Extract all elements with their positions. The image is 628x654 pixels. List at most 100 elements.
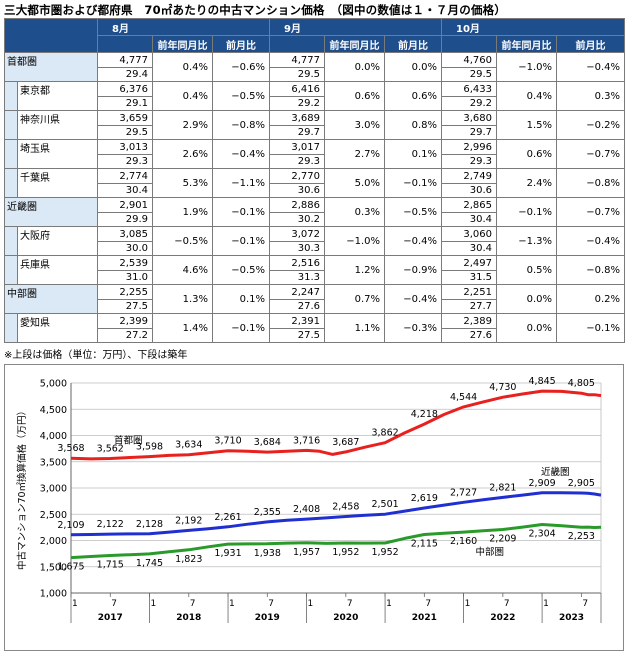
- prefecture-name: 愛知県: [17, 313, 98, 343]
- yoy-cell: 2.4%: [496, 168, 557, 198]
- y-tick-label: 2,000: [40, 536, 67, 547]
- age-cell: 30.2: [269, 212, 325, 227]
- data-label: 2,905: [568, 478, 595, 489]
- age-cell: 27.2: [97, 328, 153, 343]
- age-cell: 30.4: [441, 241, 497, 256]
- data-label: 2,128: [136, 519, 163, 530]
- price-cell: 2,886: [269, 197, 325, 213]
- age-cell: 31.0: [97, 270, 153, 285]
- data-label: 3,684: [254, 437, 281, 448]
- series-name-label: 首都圏: [114, 435, 143, 447]
- y-tick-label: 4,000: [40, 431, 67, 442]
- month-header: 10月: [440, 18, 626, 36]
- series-line: [70, 491, 602, 537]
- age-cell: 29.2: [441, 96, 497, 111]
- table-row: 愛知県 2,399 1.4% −0.1% 2,391 1.1% −0.3% 2,389 0.0%…: [4, 313, 626, 343]
- table-row: 埼玉県 3,013 2.6% −0.4% 3,017 2.7% 0.1% 2,996 0.6% −…: [4, 139, 626, 169]
- series-line: [70, 389, 602, 461]
- mom-cell: 0.6%: [384, 81, 442, 111]
- mom-cell: −0.4%: [555, 226, 626, 256]
- mom-cell: −0.6%: [212, 52, 270, 82]
- table-row: 中部圏 2,255 1.3% 0.1% 2,247 0.7% −0.4% 2,251 0.0% 0…: [4, 284, 626, 314]
- yoy-cell: 5.3%: [152, 168, 213, 198]
- yoy-cell: 1.9%: [152, 197, 213, 227]
- price-cell: 2,255: [97, 284, 153, 300]
- data-label: 2,261: [214, 512, 241, 523]
- table-row: 31.0 31.3 31.5: [5, 270, 625, 285]
- mom-cell: −0.1%: [555, 313, 626, 343]
- x-year-label: 2022: [490, 613, 515, 623]
- mom-cell: −0.5%: [212, 255, 270, 285]
- data-label: 1,745: [136, 558, 163, 569]
- data-label: 2,408: [293, 504, 320, 515]
- x-year-label: 2017: [98, 613, 123, 623]
- age-cell: 30.6: [269, 183, 325, 198]
- table-row: 29.5 29.7 29.7: [5, 125, 625, 140]
- month-header: 8月: [97, 18, 270, 36]
- yoy-cell: 0.6%: [496, 139, 557, 169]
- series-name-label: 中部圏: [476, 546, 505, 558]
- prefecture-name: 大阪府: [17, 226, 98, 256]
- yoy-cell: −1.3%: [496, 226, 557, 256]
- price-cell: 3,072: [269, 226, 325, 242]
- y-tick-label: 4,500: [40, 405, 67, 416]
- x-month-label: 1: [308, 599, 314, 609]
- mom-cell: −0.2%: [555, 110, 626, 140]
- x-month-label: 7: [268, 599, 274, 609]
- yoy-cell: 1.5%: [496, 110, 557, 140]
- mom-cell: −0.8%: [555, 168, 626, 198]
- price-cell: 6,376: [97, 81, 153, 97]
- price-cell: 2,539: [97, 255, 153, 271]
- table-body: 首都圏 4,777 0.4% −0.6% 4,777 0.0% 0.0% 4,760 −1.0%…: [4, 52, 626, 343]
- price-cell: 2,996: [441, 139, 497, 155]
- mom-cell: −0.7%: [555, 197, 626, 227]
- mom-cell: −0.8%: [555, 255, 626, 285]
- region-name: 近畿圏: [4, 197, 98, 227]
- yoy-cell: 1.3%: [152, 284, 213, 314]
- mom-cell: 0.8%: [384, 110, 442, 140]
- yoy-cell: 1.4%: [152, 313, 213, 343]
- age-cell: 31.3: [269, 270, 325, 285]
- price-cell: 3,085: [97, 226, 153, 242]
- age-cell: 30.0: [97, 241, 153, 256]
- series-name-label: 近畿圏: [541, 466, 570, 478]
- data-label: 2,109: [57, 520, 84, 531]
- price-cell: 3,659: [97, 110, 153, 126]
- mom-cell: 0.3%: [555, 81, 626, 111]
- data-label: 1,675: [57, 562, 84, 573]
- mom-cell: 0.2%: [555, 284, 626, 314]
- x-month-label: 7: [425, 599, 431, 609]
- yoy-cell: 2.6%: [152, 139, 213, 169]
- mom-cell: −0.1%: [212, 197, 270, 227]
- price-cell: 6,433: [441, 81, 497, 97]
- x-year-label: 2019: [255, 613, 280, 623]
- yoy-cell: 1.1%: [324, 313, 385, 343]
- price-col-header: [97, 35, 153, 53]
- table-note: ※上段は価格（単位：万円）、下段は築年: [4, 350, 188, 361]
- age-cell: 29.3: [97, 154, 153, 169]
- table-row: 29.3 29.3 29.3: [5, 154, 625, 169]
- data-label: 3,634: [175, 440, 202, 451]
- price-cell: 3,680: [441, 110, 497, 126]
- yoy-cell: 0.4%: [496, 81, 557, 111]
- mom-cell: −0.9%: [384, 255, 442, 285]
- indent-spacer: [4, 110, 18, 140]
- indent-spacer: [4, 81, 18, 111]
- yoy-cell: 0.6%: [324, 81, 385, 111]
- mom-cell: 0.1%: [212, 284, 270, 314]
- x-month-label: 7: [582, 599, 588, 609]
- data-label: 2,501: [371, 499, 398, 510]
- x-month-label: 1: [386, 599, 392, 609]
- data-label: 3,716: [293, 435, 320, 446]
- age-cell: 29.5: [97, 125, 153, 140]
- data-label: 3,687: [332, 437, 359, 448]
- price-cell: 2,389: [441, 313, 497, 329]
- page-title: 三大都市圏および都府県 70㎡あたりの中古マンション価格 （図中の数値は１・７月…: [4, 3, 507, 17]
- region-name: 中部圏: [4, 284, 98, 314]
- y-tick-label: 1,500: [40, 562, 67, 573]
- data-label: 4,730: [489, 382, 516, 393]
- x-month-label: 7: [111, 599, 117, 609]
- data-label: 2,209: [489, 534, 516, 545]
- y-tick-label: 1,000: [40, 589, 67, 600]
- price-cell: 4,760: [441, 52, 497, 68]
